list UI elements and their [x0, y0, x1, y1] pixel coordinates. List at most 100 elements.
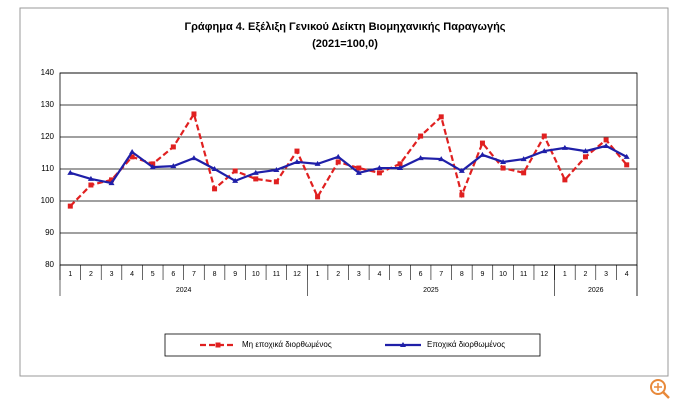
series-marker — [479, 151, 486, 157]
legend-label: Εποχικά διορθωμένος — [427, 340, 505, 349]
series-marker — [273, 179, 279, 185]
x-tick-label: 11 — [520, 271, 527, 278]
series-marker — [149, 164, 156, 170]
x-tick-label: 11 — [273, 271, 280, 278]
series-marker — [88, 182, 94, 188]
series-marker — [293, 158, 300, 164]
x-tick-label: 4 — [377, 271, 381, 278]
y-tick-label: 110 — [41, 164, 54, 173]
series-marker — [458, 167, 465, 173]
x-tick-label: 1 — [563, 271, 567, 278]
series-marker — [397, 165, 404, 171]
series-marker — [67, 203, 73, 209]
x-tick-label: 2 — [584, 271, 588, 278]
x-tick-label: 1 — [316, 271, 320, 278]
y-tick-label: 140 — [41, 68, 55, 77]
legend-label: Μη εποχικά διορθωμένος — [242, 340, 332, 349]
series-marker — [190, 155, 197, 161]
series-marker — [438, 156, 445, 162]
series-marker — [232, 168, 238, 174]
legend-box — [164, 333, 541, 357]
x-group-label: 2026 — [588, 287, 604, 294]
x-tick-label: 5 — [398, 271, 402, 278]
x-tick-label: 3 — [357, 271, 361, 278]
x-tick-label: 1 — [68, 271, 72, 278]
series-marker — [253, 176, 259, 182]
x-tick-label: 10 — [252, 271, 260, 278]
x-tick-label: 3 — [110, 271, 114, 278]
series-marker — [561, 144, 568, 150]
x-tick-label: 12 — [293, 271, 301, 278]
x-tick-label: 2 — [336, 271, 340, 278]
series-marker — [582, 148, 589, 154]
y-tick-label: 100 — [41, 196, 55, 205]
series-marker — [355, 169, 362, 175]
series-marker — [479, 140, 485, 146]
x-tick-label: 6 — [419, 271, 423, 278]
series-marker — [603, 137, 609, 143]
x-tick-label: 4 — [625, 271, 629, 278]
chart-title: Γράφημα 4. Εξέλιξη Γενικού Δείκτη Βιομηχ… — [184, 21, 505, 33]
series-marker — [211, 166, 218, 171]
series-marker — [335, 153, 342, 159]
y-tick-label: 120 — [41, 132, 55, 141]
x-tick-label: 8 — [213, 271, 217, 278]
x-tick-label: 12 — [540, 271, 548, 278]
series-marker — [438, 114, 444, 120]
series-marker — [232, 177, 239, 183]
x-tick-label: 5 — [151, 271, 155, 278]
series-marker — [520, 156, 527, 162]
zoom-icon[interactable] — [650, 379, 670, 399]
y-tick-label: 90 — [45, 228, 54, 237]
y-tick-label: 130 — [41, 100, 55, 109]
x-tick-label: 2 — [89, 271, 93, 278]
series-line — [69, 144, 628, 185]
x-tick-label: 7 — [192, 271, 196, 278]
series-marker — [500, 158, 507, 164]
series-marker — [108, 180, 115, 186]
series-marker — [191, 111, 197, 117]
x-tick-label: 3 — [604, 271, 608, 278]
series-marker — [603, 142, 610, 148]
frame — [19, 7, 669, 377]
series-marker — [541, 133, 547, 139]
x-tick-label: 4 — [130, 271, 134, 278]
series-marker — [150, 161, 156, 167]
series-marker — [129, 149, 136, 155]
x-tick-label: 7 — [439, 271, 443, 278]
series-marker — [335, 159, 341, 165]
series-marker — [129, 154, 135, 160]
series-marker — [417, 155, 424, 161]
series-marker — [624, 162, 630, 168]
y-tick-label: 80 — [45, 260, 54, 269]
series-marker — [541, 148, 548, 154]
series-marker — [376, 165, 383, 171]
legend-marker — [400, 342, 406, 347]
x-tick-label: 8 — [460, 271, 464, 278]
series-marker — [500, 165, 506, 171]
x-tick-label: 10 — [499, 271, 507, 278]
x-group-label: 2024 — [176, 287, 192, 294]
series-marker — [314, 160, 321, 166]
series-marker — [521, 170, 527, 176]
series-marker — [170, 144, 176, 150]
series-marker — [273, 166, 280, 172]
series-marker — [582, 154, 588, 160]
series-marker — [109, 177, 115, 183]
series-marker — [252, 169, 259, 175]
series-marker — [376, 170, 382, 176]
series-marker — [212, 186, 218, 192]
series-marker — [356, 165, 362, 171]
x-tick-label: 9 — [233, 271, 237, 278]
series-marker — [87, 175, 94, 181]
series-marker — [397, 161, 403, 167]
series-marker — [294, 148, 300, 154]
x-tick-label: 6 — [171, 271, 175, 278]
series-marker — [315, 194, 321, 200]
legend-marker — [215, 342, 221, 348]
x-group-label: 2025 — [423, 287, 439, 294]
series-marker — [623, 153, 630, 159]
series-marker — [170, 163, 177, 169]
chart-subtitle: (2021=100,0) — [312, 38, 378, 50]
